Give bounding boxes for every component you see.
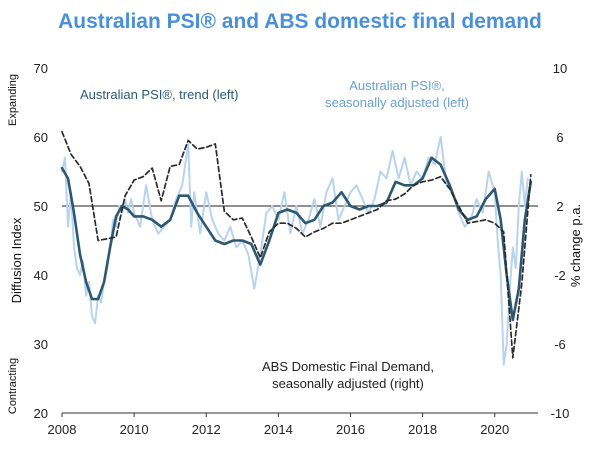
contracting-label: Contracting (7, 358, 19, 414)
right-tick-label: -10 (551, 406, 570, 421)
expanding-label: Expanding (7, 74, 19, 126)
left-tick-label: 40 (34, 268, 48, 283)
left-tick-label: 60 (34, 130, 48, 145)
left-axis-label: Diffusion Index (9, 217, 24, 303)
right-tick-label: 6 (556, 130, 563, 145)
abs-series-label-line2: seasonally adjusted (right) (272, 376, 424, 391)
abs-series-label-line1: ABS Domestic Final Demand, (262, 359, 434, 374)
trend-series-label: Australian PSI®, trend (left) (80, 87, 238, 102)
right-tick-label: 2 (556, 199, 563, 214)
sa-series-label-line2: seasonally adjusted (left) (325, 95, 469, 110)
right-axis-label: % change p.a. (568, 204, 583, 287)
x-tick-label: 2014 (264, 422, 293, 437)
psi-sa-line (61, 136, 529, 366)
left-tick-label: 30 (34, 337, 48, 352)
x-tick-label: 2016 (336, 422, 365, 437)
psi-trend-line (60, 156, 533, 322)
left-tick-label: 50 (34, 199, 48, 214)
x-tick-label: 2018 (408, 422, 437, 437)
left-tick-label: 20 (34, 406, 48, 421)
abs-demand-line (61, 130, 532, 359)
x-tick-label: 2012 (192, 422, 221, 437)
right-tick-label: 10 (553, 61, 567, 76)
x-tick-label: 2008 (48, 422, 77, 437)
right-tick-label: -2 (554, 268, 566, 283)
x-tick-label: 2020 (480, 422, 509, 437)
sa-series-label-line1: Australian PSI®, (349, 78, 445, 93)
right-tick-label: -6 (554, 337, 566, 352)
left-tick-label: 70 (34, 61, 48, 76)
chart-title: Australian PSI® and ABS domestic final d… (58, 10, 542, 33)
x-tick-label: 2010 (120, 422, 149, 437)
